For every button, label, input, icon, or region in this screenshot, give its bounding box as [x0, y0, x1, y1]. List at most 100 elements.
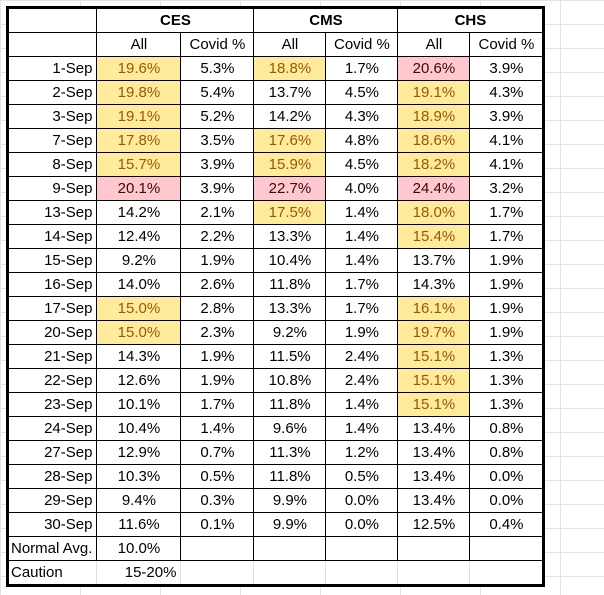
- value-cell[interactable]: 11.8%: [253, 392, 327, 417]
- value-cell[interactable]: 18.9%: [397, 104, 471, 129]
- value-cell[interactable]: 10.4%: [96, 416, 182, 441]
- value-cell[interactable]: 4.8%: [325, 128, 399, 153]
- value-cell[interactable]: 19.7%: [397, 320, 471, 345]
- normal-avg-label[interactable]: Normal Avg.: [6, 536, 98, 561]
- value-cell[interactable]: 19.6%: [96, 56, 182, 81]
- date-cell[interactable]: 21-Sep: [6, 344, 98, 369]
- value-cell[interactable]: 0.0%: [325, 488, 399, 513]
- empty-cell[interactable]: [253, 536, 327, 561]
- caution-label[interactable]: Caution: [6, 560, 98, 586]
- empty-cell[interactable]: [325, 536, 399, 561]
- value-cell[interactable]: 12.6%: [96, 368, 182, 393]
- value-cell[interactable]: 4.3%: [469, 80, 545, 105]
- value-cell[interactable]: 1.4%: [325, 416, 399, 441]
- group-header-cms[interactable]: CMS: [253, 7, 399, 33]
- value-cell[interactable]: 1.9%: [180, 248, 255, 273]
- value-cell[interactable]: 11.3%: [253, 440, 327, 465]
- value-cell[interactable]: 18.6%: [397, 128, 471, 153]
- value-cell[interactable]: 4.5%: [325, 80, 399, 105]
- value-cell[interactable]: 1.4%: [180, 416, 255, 441]
- sub-header-cell[interactable]: Covid %: [180, 32, 255, 57]
- value-cell[interactable]: 19.8%: [96, 80, 182, 105]
- value-cell[interactable]: 14.3%: [397, 272, 471, 297]
- value-cell[interactable]: 18.2%: [397, 152, 471, 177]
- value-cell[interactable]: 12.9%: [96, 440, 182, 465]
- value-cell[interactable]: 2.1%: [180, 200, 255, 225]
- empty-cell[interactable]: [6, 32, 98, 57]
- value-cell[interactable]: 13.3%: [253, 224, 327, 249]
- value-cell[interactable]: 4.1%: [469, 128, 545, 153]
- value-cell[interactable]: 9.4%: [96, 488, 182, 513]
- value-cell[interactable]: 1.4%: [325, 248, 399, 273]
- empty-cell[interactable]: [325, 560, 399, 586]
- sub-header-cell[interactable]: All: [253, 32, 327, 57]
- value-cell[interactable]: 3.9%: [180, 152, 255, 177]
- date-cell[interactable]: 2-Sep: [6, 80, 98, 105]
- value-cell[interactable]: 1.9%: [469, 320, 545, 345]
- value-cell[interactable]: 20.1%: [96, 176, 182, 201]
- date-cell[interactable]: 8-Sep: [6, 152, 98, 177]
- empty-cell[interactable]: [469, 536, 545, 561]
- value-cell[interactable]: 1.2%: [325, 440, 399, 465]
- value-cell[interactable]: 13.3%: [253, 296, 327, 321]
- empty-cell[interactable]: [180, 560, 255, 586]
- value-cell[interactable]: 1.9%: [469, 248, 545, 273]
- value-cell[interactable]: 17.8%: [96, 128, 182, 153]
- value-cell[interactable]: 3.5%: [180, 128, 255, 153]
- value-cell[interactable]: 15.1%: [397, 368, 471, 393]
- value-cell[interactable]: 1.7%: [325, 296, 399, 321]
- value-cell[interactable]: 15.1%: [397, 392, 471, 417]
- value-cell[interactable]: 5.4%: [180, 80, 255, 105]
- value-cell[interactable]: 1.9%: [469, 296, 545, 321]
- value-cell[interactable]: 15.7%: [96, 152, 182, 177]
- value-cell[interactable]: 3.9%: [469, 56, 545, 81]
- value-cell[interactable]: 1.4%: [325, 392, 399, 417]
- value-cell[interactable]: 19.1%: [397, 80, 471, 105]
- value-cell[interactable]: 0.5%: [180, 464, 255, 489]
- empty-cell[interactable]: [397, 560, 471, 586]
- value-cell[interactable]: 11.8%: [253, 272, 327, 297]
- value-cell[interactable]: 9.2%: [96, 248, 182, 273]
- value-cell[interactable]: 9.6%: [253, 416, 327, 441]
- value-cell[interactable]: 15.9%: [253, 152, 327, 177]
- normal-avg-value[interactable]: 10.0%: [96, 536, 182, 561]
- value-cell[interactable]: 20.6%: [397, 56, 471, 81]
- value-cell[interactable]: 2.8%: [180, 296, 255, 321]
- value-cell[interactable]: 1.9%: [325, 320, 399, 345]
- date-cell[interactable]: 23-Sep: [6, 392, 98, 417]
- value-cell[interactable]: 3.2%: [469, 176, 545, 201]
- value-cell[interactable]: 22.7%: [253, 176, 327, 201]
- sub-header-cell[interactable]: Covid %: [325, 32, 399, 57]
- value-cell[interactable]: 2.2%: [180, 224, 255, 249]
- value-cell[interactable]: 10.1%: [96, 392, 182, 417]
- date-cell[interactable]: 17-Sep: [6, 296, 98, 321]
- value-cell[interactable]: 18.8%: [253, 56, 327, 81]
- value-cell[interactable]: 1.7%: [469, 200, 545, 225]
- value-cell[interactable]: 9.2%: [253, 320, 327, 345]
- value-cell[interactable]: 14.0%: [96, 272, 182, 297]
- date-cell[interactable]: 30-Sep: [6, 512, 98, 537]
- value-cell[interactable]: 11.8%: [253, 464, 327, 489]
- value-cell[interactable]: 9.9%: [253, 512, 327, 537]
- value-cell[interactable]: 19.1%: [96, 104, 182, 129]
- caution-value[interactable]: 15-20%: [96, 560, 182, 586]
- date-cell[interactable]: 28-Sep: [6, 464, 98, 489]
- date-cell[interactable]: 24-Sep: [6, 416, 98, 441]
- value-cell[interactable]: 3.9%: [469, 104, 545, 129]
- value-cell[interactable]: 1.7%: [469, 224, 545, 249]
- sub-header-cell[interactable]: All: [397, 32, 471, 57]
- empty-cell[interactable]: [397, 536, 471, 561]
- value-cell[interactable]: 4.1%: [469, 152, 545, 177]
- value-cell[interactable]: 1.9%: [180, 344, 255, 369]
- value-cell[interactable]: 2.4%: [325, 344, 399, 369]
- date-cell[interactable]: 15-Sep: [6, 248, 98, 273]
- date-cell[interactable]: 9-Sep: [6, 176, 98, 201]
- value-cell[interactable]: 24.4%: [397, 176, 471, 201]
- value-cell[interactable]: 2.3%: [180, 320, 255, 345]
- value-cell[interactable]: 0.3%: [180, 488, 255, 513]
- value-cell[interactable]: 9.9%: [253, 488, 327, 513]
- value-cell[interactable]: 1.7%: [325, 272, 399, 297]
- empty-cell[interactable]: [253, 560, 327, 586]
- value-cell[interactable]: 0.7%: [180, 440, 255, 465]
- value-cell[interactable]: 1.3%: [469, 344, 545, 369]
